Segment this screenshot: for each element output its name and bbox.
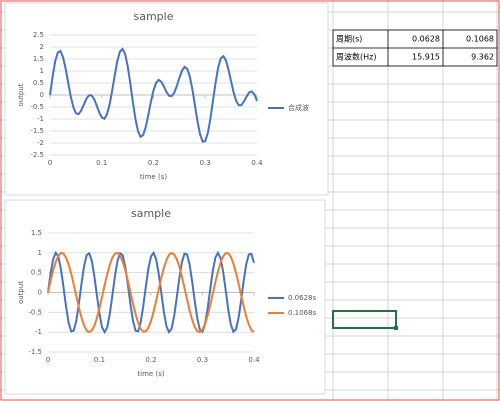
y-tick-label: 1 <box>38 249 42 257</box>
chart-title: sample <box>131 207 171 220</box>
y-tick-label: 1 <box>40 67 44 75</box>
x-tick-label: 0.4 <box>248 356 260 364</box>
y-tick-label: -1.5 <box>30 127 44 135</box>
y-tick-label: -2.5 <box>30 151 44 159</box>
chart: sample -1.5 -1 -0.5 0 0.5 1 1.5 0 0.1 0.2 0.3 0.4 tim… <box>4 199 326 395</box>
x-tick-label: 0 <box>48 159 52 167</box>
y-tick-label: 0.5 <box>33 79 44 87</box>
y-tick-label: 2 <box>40 43 44 51</box>
selected-cell[interactable] <box>332 310 397 329</box>
table-cell: 9.362 <box>471 53 494 62</box>
y-tick-label: 1.5 <box>33 55 44 63</box>
x-tick-label: 0.1 <box>96 159 107 167</box>
y-tick-label: -0.5 <box>30 103 44 111</box>
y-tick-label: 0 <box>38 289 42 297</box>
x-axis-title: time (s) <box>137 370 164 378</box>
x-tick-label: 0.3 <box>200 159 211 167</box>
legend-label: 合成波 <box>288 103 309 112</box>
chart-area <box>4 2 329 196</box>
series-line <box>47 250 255 335</box>
chart: sample -2.5 -2 -1.5 -1 -0.5 0 0.5 1 1.5 2 2.5 0 0.1 0.… <box>4 2 329 196</box>
series-line <box>47 251 255 334</box>
table-cell: 周期(s) <box>336 35 362 44</box>
y-tick-label: -1 <box>35 328 42 336</box>
table-border <box>332 29 498 67</box>
fill-handle[interactable] <box>394 326 398 330</box>
y-tick-label: 2.5 <box>33 31 44 39</box>
x-tick-label: 0.2 <box>148 159 159 167</box>
chart-title: sample <box>134 10 174 23</box>
x-tick-label: 0 <box>46 356 50 364</box>
table-cell: 15.915 <box>412 53 440 62</box>
y-tick-label: -2 <box>37 139 44 147</box>
x-tick-label: 0.1 <box>94 356 105 364</box>
y-tick-label: -1 <box>37 115 44 123</box>
x-axis-title: time (s) <box>140 173 167 181</box>
legend-label: 0.1068s <box>288 309 316 317</box>
table-cell: 0.0628 <box>412 35 440 44</box>
x-tick-label: 0.2 <box>145 356 156 364</box>
series-line <box>49 47 258 143</box>
legend-label: 0.0628s <box>288 294 316 302</box>
y-axis-title: output <box>17 281 25 304</box>
table-cell: 0.1068 <box>466 35 494 44</box>
x-tick-label: 0.4 <box>251 159 263 167</box>
y-axis-title: output <box>17 83 25 106</box>
table-cell: 周波数(Hz) <box>336 52 376 62</box>
y-tick-label: 0.5 <box>31 269 42 277</box>
y-tick-label: -1.5 <box>28 348 42 356</box>
y-tick-label: -0.5 <box>28 308 42 316</box>
x-tick-label: 0.3 <box>197 356 208 364</box>
y-tick-label: 1.5 <box>31 229 42 237</box>
y-tick-label: 0 <box>40 91 44 99</box>
